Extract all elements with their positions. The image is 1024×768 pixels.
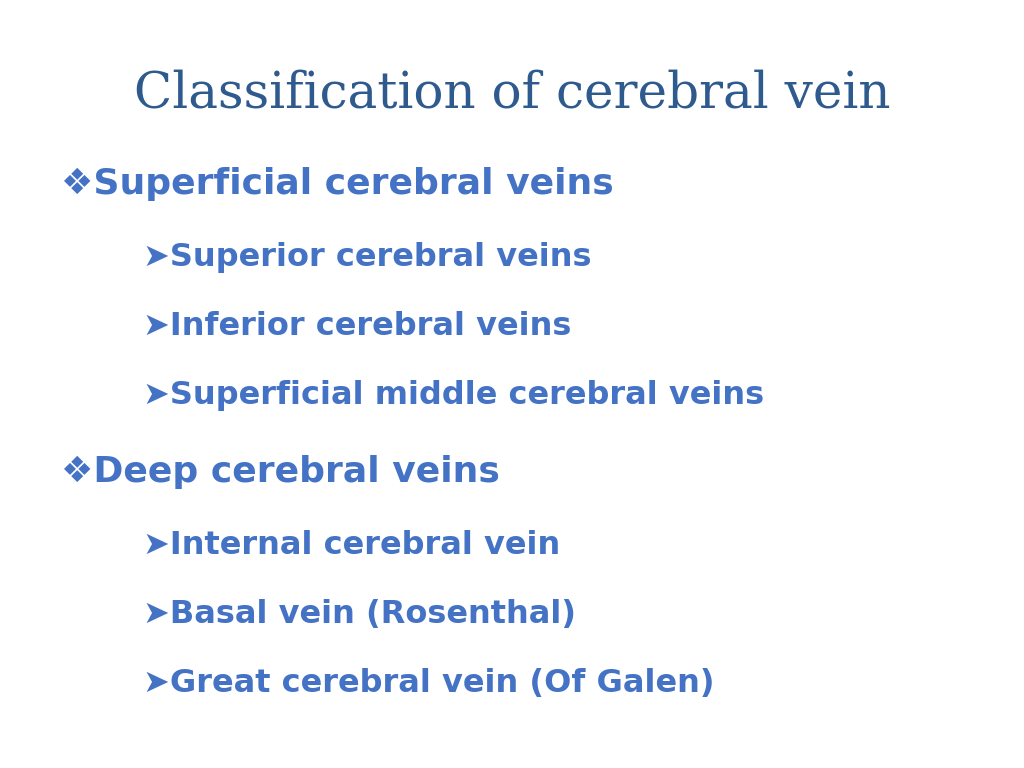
Text: ❖Superficial cerebral veins: ❖Superficial cerebral veins [61, 167, 614, 201]
Text: ➤Superficial middle cerebral veins: ➤Superficial middle cerebral veins [143, 380, 765, 411]
Text: ➤Inferior cerebral veins: ➤Inferior cerebral veins [143, 311, 571, 342]
Text: ➤Basal vein (Rosenthal): ➤Basal vein (Rosenthal) [143, 599, 577, 630]
Text: ➤Internal cerebral vein: ➤Internal cerebral vein [143, 530, 560, 561]
Text: Classification of cerebral vein: Classification of cerebral vein [134, 69, 890, 118]
Text: ➤Great cerebral vein (Of Galen): ➤Great cerebral vein (Of Galen) [143, 668, 715, 699]
Text: ➤Superior cerebral veins: ➤Superior cerebral veins [143, 242, 592, 273]
Text: ❖Deep cerebral veins: ❖Deep cerebral veins [61, 455, 501, 489]
